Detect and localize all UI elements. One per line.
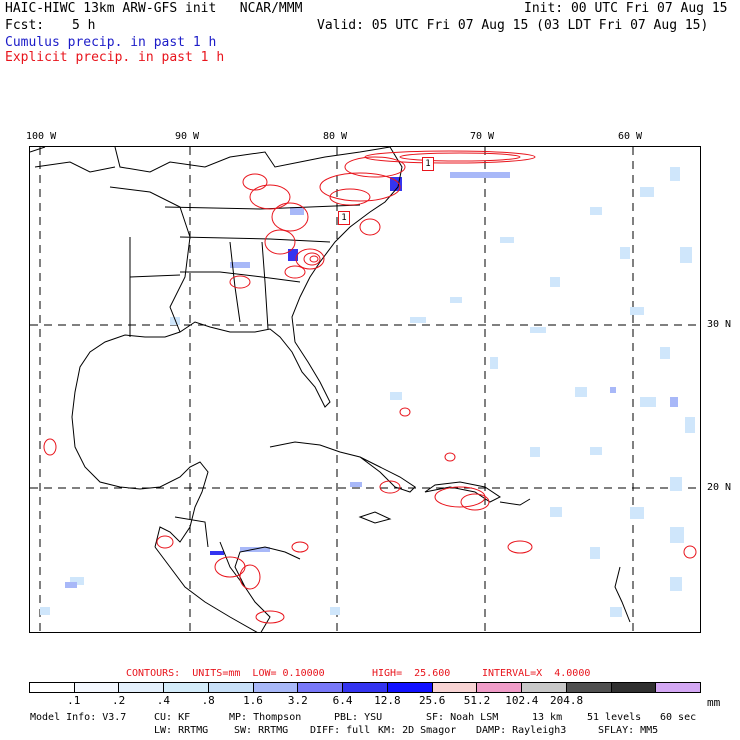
colorbar-swatch: [74, 683, 120, 692]
precip-map: 1 1: [29, 146, 701, 633]
lon-label-100w: 100 W: [26, 131, 57, 142]
forecast-hour: 5 h: [72, 18, 96, 33]
grid-resolution: 13 km: [532, 712, 563, 723]
surface-layer-option: SFLAY: MM5: [598, 725, 659, 736]
colorbar-tick-label: 25.6: [418, 694, 446, 707]
colorbar-swatch: [119, 683, 165, 692]
cumulus-scheme: CU: KF: [154, 712, 191, 723]
colorbar-swatch: [208, 683, 254, 692]
colorbar-tick-label: 204.8: [550, 694, 584, 707]
colorbar-tick-label: 3.2: [287, 694, 308, 707]
coastlines: [30, 147, 631, 632]
colorbar-tick-label: .2: [111, 694, 126, 707]
colorbar-swatch: [30, 683, 75, 692]
colorbar-swatch: [387, 683, 433, 692]
colorbar-tick-label: .4: [156, 694, 171, 707]
colorbar-swatch: [566, 683, 612, 692]
colorbar-swatch: [656, 683, 701, 692]
contours-high: HIGH= 25.600: [372, 668, 451, 679]
diffusion-option: DIFF: full: [310, 725, 371, 736]
microphysics-scheme: MP: Thompson: [229, 712, 302, 723]
colorbar-tick-label: 51.2: [463, 694, 491, 707]
graticule: [30, 147, 700, 632]
lon-label-90w: 90 W: [175, 131, 200, 142]
vertical-levels: 51 levels: [587, 712, 642, 723]
lon-label-70w: 70 W: [470, 131, 495, 142]
colorbar-tick-label: 102.4: [505, 694, 539, 707]
cumulus-legend: Cumulus precip. in past 1 h: [5, 35, 217, 50]
colorbar-swatch: [164, 683, 209, 692]
lat-label-30n: 30 N: [707, 319, 732, 330]
surface-scheme: SF: Noah LSM: [426, 712, 499, 723]
lon-label-60w: 60 W: [618, 131, 643, 142]
colorbar-swatch: [477, 683, 523, 692]
init-time: Init: 00 UTC Fri 07 Aug 15: [524, 1, 728, 16]
contour-marker: 1: [338, 211, 350, 225]
contours-interval: INTERVAL=X 4.0000: [482, 668, 591, 679]
colorbar-swatch: [298, 683, 344, 692]
colorbar-swatch: [253, 683, 299, 692]
colorbar-tick-label: .1: [67, 694, 81, 707]
contours-units-low: CONTOURS: UNITS=mm LOW= 0.10000: [126, 668, 325, 679]
time-step: 60 sec: [660, 712, 697, 723]
colorbar-unit: mm: [707, 696, 721, 709]
lat-label-20n: 20 N: [707, 482, 732, 493]
colorbar-swatch: [432, 683, 478, 692]
colorbar-tick-label: 6.4: [332, 694, 353, 707]
pbl-scheme: PBL: YSU: [334, 712, 383, 723]
lon-label-80w: 80 W: [323, 131, 348, 142]
contour-marker: 1: [422, 157, 434, 171]
colorbar-swatch: [343, 683, 388, 692]
eddy-option: KM: 2D Smagor: [378, 725, 457, 736]
colorbar-tick-label: 12.8: [374, 694, 401, 707]
explicit-legend: Explicit precip. in past 1 h: [5, 50, 225, 65]
model-version: Model Info: V3.7: [30, 712, 127, 723]
model-title: HAIC-HIWC 13km ARW-GFS init NCAR/MMM: [5, 1, 303, 16]
valid-time: Valid: 05 UTC Fri 07 Aug 15 (03 LDT Fri …: [317, 18, 709, 33]
map-canvas: [30, 147, 700, 632]
shortwave-scheme: SW: RRTMG: [234, 725, 289, 736]
colorbar-swatch: [522, 683, 567, 692]
colorbar-tick-label: 1.6: [243, 694, 263, 707]
explicit-precip-contours: [43, 150, 697, 624]
moderate-precip: [65, 172, 678, 588]
colorbar-tick-label: .8: [201, 694, 215, 707]
light-precip-field: [40, 167, 695, 617]
forecast-label: Fcst:: [5, 18, 45, 33]
precip-colorbar: [29, 682, 701, 693]
longwave-scheme: LW: RRTMG: [154, 725, 209, 736]
heavy-precip: [210, 177, 402, 555]
damping-option: DAMP: Rayleigh3: [476, 725, 567, 736]
colorbar-swatch: [611, 683, 657, 692]
